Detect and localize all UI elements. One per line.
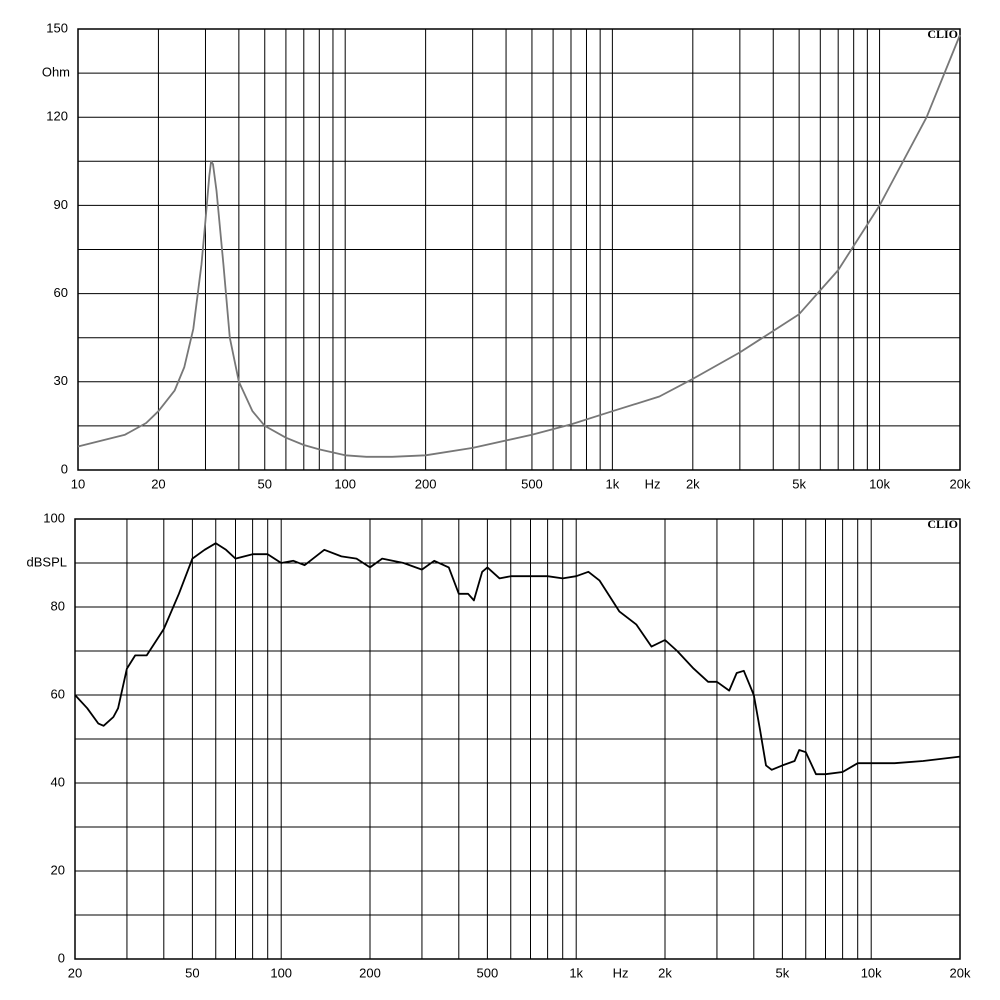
x-axis-label: Hz [645,476,661,491]
x-tick-label: 50 [258,476,272,491]
data-line [74,542,961,776]
y-axis-label: Ohm [42,65,70,80]
y-axis-label: dBSPL [27,554,67,569]
y-tick-label: 100 [43,510,65,525]
x-tick-label: 2k [686,476,700,491]
x-tick-label: 20k [950,476,971,491]
watermark: CLIO [927,517,958,531]
x-tick-label: 5k [776,965,790,980]
y-tick-label: 60 [54,285,68,300]
y-tick-label: 80 [51,598,65,613]
y-tick-label: 0 [58,950,65,965]
x-tick-label: 20k [950,965,971,980]
x-tick-label: 1k [569,965,583,980]
data-line [77,34,961,458]
y-tick-label: 90 [54,197,68,212]
x-tick-label: 10k [861,965,882,980]
y-tick-label: 30 [54,373,68,388]
y-tick-label: 120 [46,109,68,124]
y-tick-label: 0 [61,461,68,476]
x-tick-label: 200 [415,476,437,491]
x-tick-label: 2k [658,965,672,980]
x-tick-label: 500 [477,965,499,980]
x-tick-label: 100 [334,476,356,491]
y-tick-label: 150 [46,20,68,35]
watermark: CLIO [927,27,958,41]
x-tick-label: 10 [71,476,85,491]
x-tick-label: 100 [270,965,292,980]
x-tick-label: 1k [606,476,620,491]
x-tick-label: 5k [792,476,806,491]
x-tick-label: 20 [151,476,165,491]
x-tick-label: 200 [359,965,381,980]
y-tick-label: 40 [51,774,65,789]
x-tick-label: 500 [521,476,543,491]
x-axis-label: Hz [613,965,629,980]
x-tick-label: 20 [68,965,82,980]
y-tick-label: 20 [51,862,65,877]
x-tick-label: 50 [185,965,199,980]
x-tick-label: 10k [869,476,890,491]
y-tick-label: 60 [51,686,65,701]
